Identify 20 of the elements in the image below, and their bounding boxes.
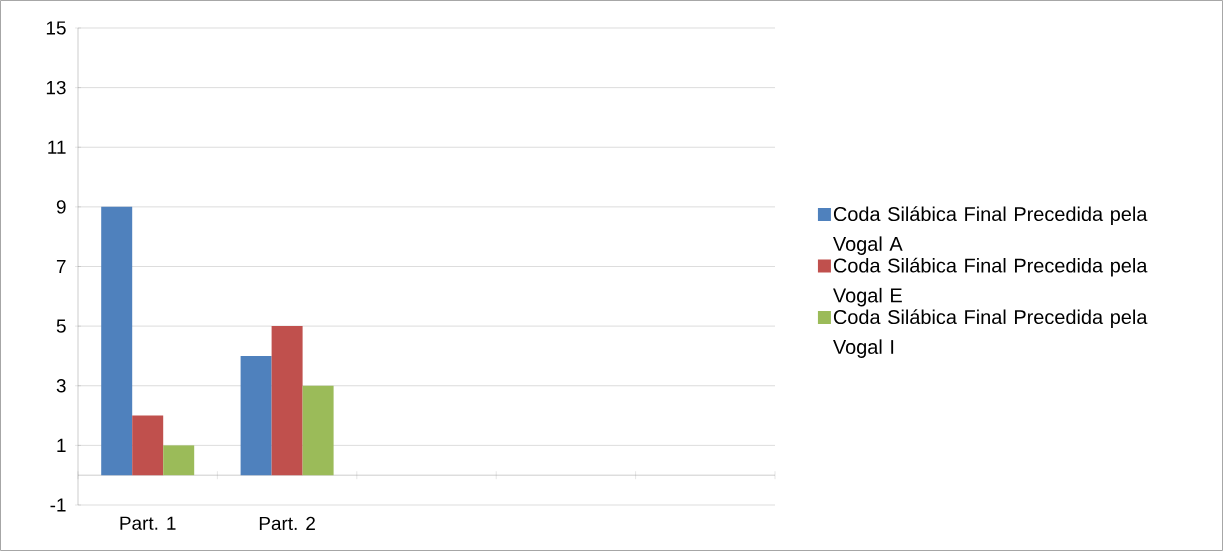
y-tick-label: 11 [48, 140, 66, 154]
bar [101, 206, 133, 476]
x-tick-label: Part. 2 [259, 516, 315, 531]
y-tick-label: 1 [57, 438, 66, 452]
y-tick-label: -1 [50, 498, 66, 512]
y-tick-label: 7 [56, 259, 66, 274]
bar [163, 445, 195, 476]
legend-label: Coda Silábica Final Precedida pela Vogal I [833, 309, 1148, 358]
y-tick-label: 15 [46, 21, 66, 35]
y-tick-label: 3 [56, 379, 66, 393]
y-tick-label: 9 [56, 200, 66, 214]
bar [271, 326, 303, 476]
legend-label: Coda Silábica Final Precedida pela Vogal E [833, 257, 1148, 307]
bar [132, 415, 164, 476]
y-tick-label: 5 [56, 319, 66, 333]
x-tick-label: Part. 1 [120, 516, 176, 530]
y-tick-label: 13 [46, 80, 66, 95]
bar [240, 355, 272, 476]
bar [302, 385, 334, 476]
legend-label: Coda Silábica Final Precedida pela Vogal A [833, 206, 1148, 255]
